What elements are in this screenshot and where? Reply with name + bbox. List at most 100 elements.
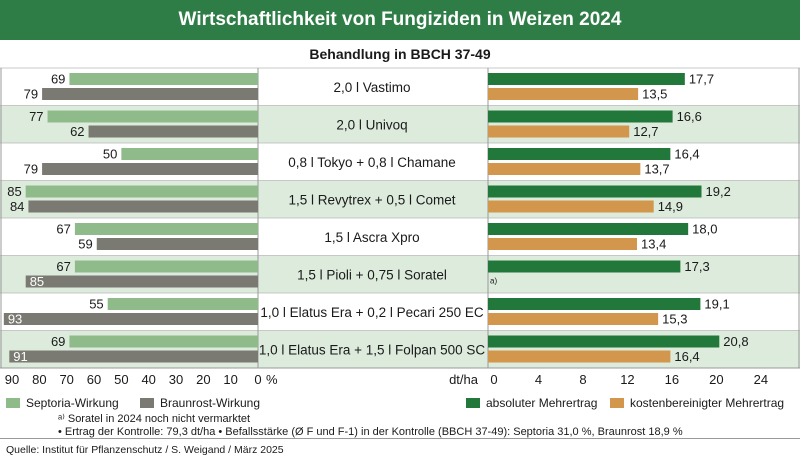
label-absolut: 16,4	[674, 147, 699, 162]
bar-kosten	[488, 350, 671, 363]
left-tick-label: 90	[5, 372, 19, 387]
bar-absolut	[488, 298, 701, 310]
bar-kosten	[488, 88, 639, 100]
chart-subtitle: Behandlung in BBCH 37-49	[309, 46, 491, 62]
bar-braunrost	[42, 163, 258, 175]
bar-braunrost	[25, 275, 258, 288]
right-tick-label: 0	[490, 372, 497, 387]
bar-braunrost	[3, 313, 259, 325]
label-absolut: 19,1	[704, 297, 729, 312]
treatment-label: 1,0 l Elatus Era + 0,2 l Pecari 250 EC	[260, 305, 483, 320]
treatment-label: 1,5 l Revytrex + 0,5 l Comet	[289, 192, 456, 207]
footnote-control: • Ertrag der Kontrolle: 79,3 dt/ha • Bef…	[58, 426, 683, 438]
source-note: Quelle: Institut für Pflanzenschutz / S.…	[6, 444, 284, 456]
right-tick-label: 4	[535, 372, 542, 387]
label-septoria: 77	[29, 109, 43, 124]
bar-kosten	[488, 238, 638, 250]
footnote-soratel: ᵃ⁾ Soratel in 2024 noch nicht vermarktet	[58, 413, 251, 425]
legend-absolut: absoluter Mehrertrag	[466, 396, 597, 410]
right-tick-label: 16	[665, 372, 679, 387]
bar-septoria	[74, 223, 258, 235]
bar-absolut	[488, 260, 681, 273]
bar-septoria	[121, 148, 258, 160]
legend-label-septoria: Septoria-Wirkung	[26, 396, 119, 410]
right-axis-unit: dt/ha	[449, 372, 479, 387]
bar-absolut	[488, 110, 673, 123]
left-tick-label: 0	[254, 372, 261, 387]
bar-absolut	[488, 223, 689, 235]
right-tick-label: 24	[754, 372, 768, 387]
value-labels: 2,0 l Vastimo 69 79 17,7 13,5 2,0 l Univoq 77 6…	[7, 72, 748, 365]
legend-swatch-kosten	[610, 398, 624, 408]
legend-label-kosten: kostenbereinigter Mehrertrag	[630, 396, 785, 410]
label-braunrost: 84	[10, 199, 24, 214]
label-septoria: 67	[56, 222, 70, 237]
bar-absolut	[488, 335, 720, 348]
bar-septoria	[107, 298, 258, 310]
label-absolut: 18,0	[692, 222, 717, 237]
header-bar	[0, 0, 800, 40]
left-tick-label: 50	[114, 372, 128, 387]
bar-kosten	[488, 163, 641, 175]
treatment-label: 1,5 l Pioli + 0,75 l Soratel	[297, 267, 447, 282]
label-braunrost: 62	[70, 124, 84, 139]
label-absolut: 19,2	[706, 184, 731, 199]
missing-marker: a)	[490, 277, 497, 286]
divider	[0, 438, 800, 439]
label-septoria: 69	[51, 72, 65, 87]
label-absolut: 20,8	[723, 334, 748, 349]
label-absolut: 17,7	[689, 72, 714, 87]
bar-kosten	[488, 125, 630, 138]
bar-absolut	[488, 73, 685, 85]
right-tick-label: 20	[709, 372, 723, 387]
left-tick-label: 60	[87, 372, 101, 387]
label-absolut: 16,6	[677, 109, 702, 124]
label-braunrost: 85	[30, 274, 44, 289]
label-kosten: 13,5	[642, 87, 667, 102]
legend-kosten: kostenbereinigter Mehrertrag	[610, 396, 784, 410]
left-tick-label: 10	[223, 372, 237, 387]
right-tick-label: 8	[579, 372, 586, 387]
bar-kosten	[488, 313, 659, 325]
bar-septoria	[74, 260, 258, 273]
label-braunrost: 79	[24, 162, 38, 177]
left-tick-label: 40	[141, 372, 155, 387]
treatment-label: 1,5 l Ascra Xpro	[324, 230, 419, 245]
left-axis-unit: %	[266, 372, 278, 387]
bar-kosten	[488, 200, 654, 213]
bar-absolut	[488, 185, 702, 198]
left-tick-label: 70	[59, 372, 73, 387]
left-bars	[3, 73, 259, 363]
left-tick-label: 20	[196, 372, 210, 387]
label-kosten: 13,7	[644, 162, 669, 177]
right-bars	[488, 73, 720, 363]
legend-swatch-absolut	[466, 398, 480, 408]
legend-swatch-braunrost	[140, 398, 154, 408]
bar-braunrost	[42, 88, 258, 100]
bar-braunrost	[96, 238, 259, 250]
label-kosten: 14,9	[658, 199, 683, 214]
bar-braunrost	[28, 200, 259, 213]
treatment-label: 1,0 l Elatus Era + 1,5 l Folpan 500 SC	[259, 342, 486, 357]
bar-septoria	[25, 185, 258, 198]
label-braunrost: 59	[78, 237, 92, 252]
treatment-label: 2,0 l Vastimo	[333, 80, 410, 95]
label-kosten: 13,4	[641, 237, 666, 252]
label-kosten: 16,4	[674, 349, 699, 364]
label-septoria: 55	[89, 297, 103, 312]
left-tick-label: 80	[32, 372, 46, 387]
label-septoria: 50	[103, 147, 117, 162]
label-kosten: 12,7	[633, 124, 658, 139]
legend-label-braunrost: Braunrost-Wirkung	[160, 396, 261, 410]
bar-absolut	[488, 148, 671, 160]
bar-septoria	[69, 73, 258, 85]
legend-braunrost: Braunrost-Wirkung	[140, 396, 260, 410]
treatment-label: 0,8 l Tokyo + 0,8 l Chamane	[288, 155, 455, 170]
label-braunrost: 79	[24, 87, 38, 102]
right-tick-label: 12	[620, 372, 634, 387]
label-braunrost: 91	[13, 349, 27, 364]
label-kosten: 15,3	[662, 312, 687, 327]
bar-braunrost	[88, 125, 258, 138]
